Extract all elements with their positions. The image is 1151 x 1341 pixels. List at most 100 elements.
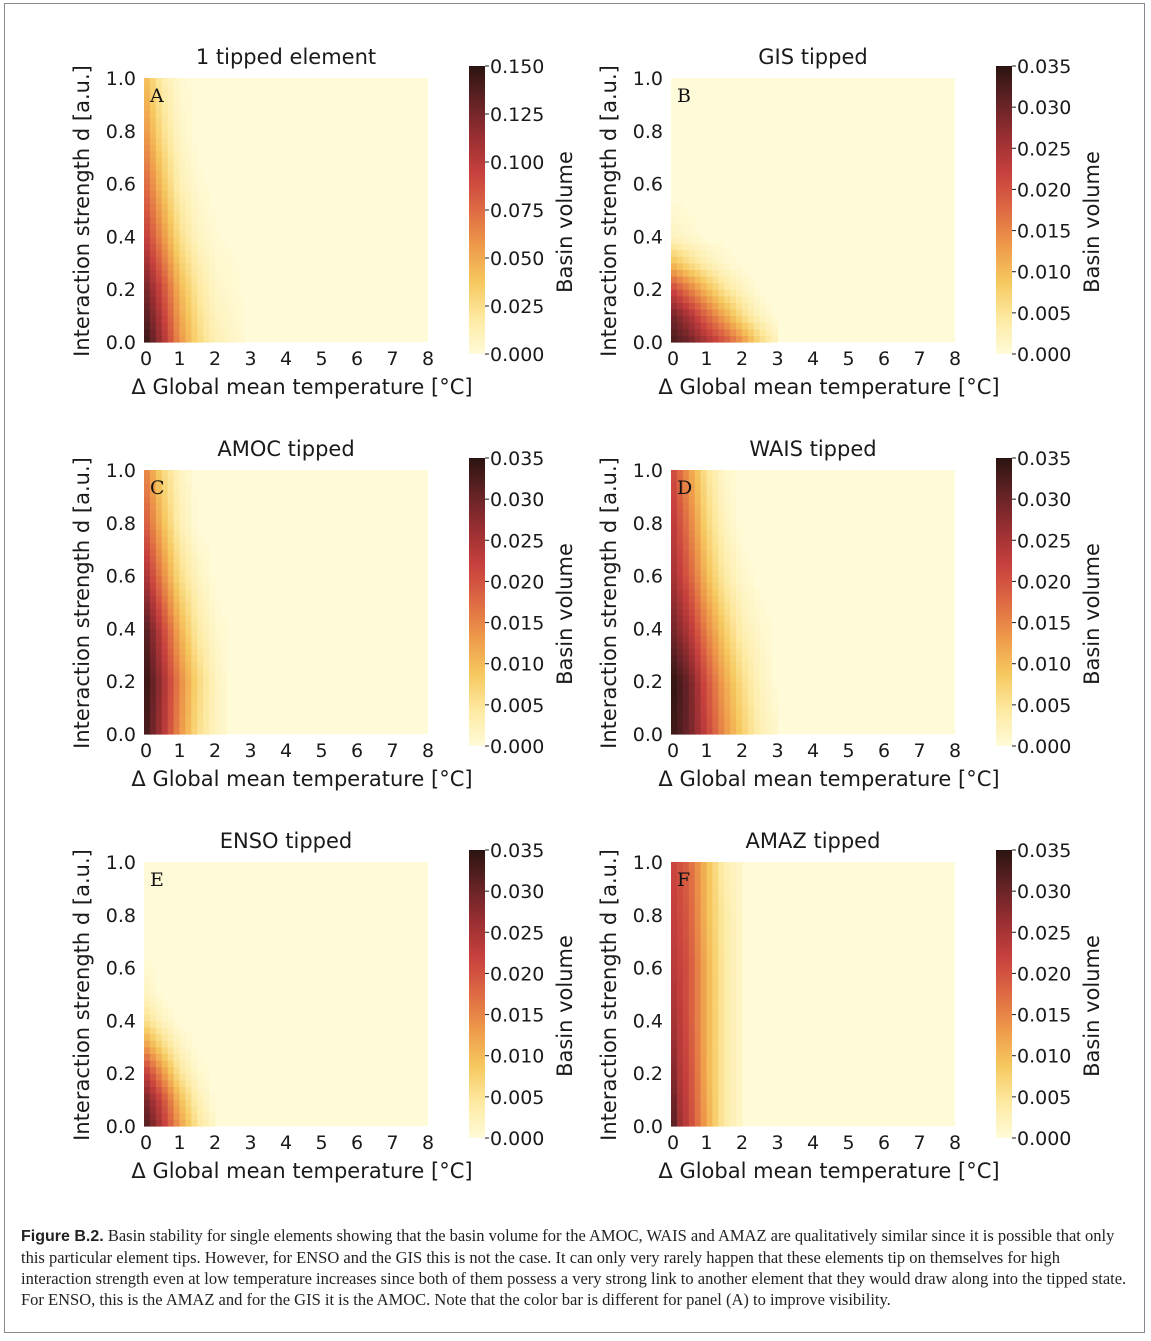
heatmap-cell [185, 269, 192, 277]
heatmap-cell [155, 269, 163, 277]
heatmap-cell [209, 256, 216, 264]
heatmap-cell [724, 1093, 731, 1101]
heatmap-cell [771, 707, 779, 715]
heatmap-cell [742, 595, 749, 603]
heatmap-cell [185, 97, 192, 105]
heatmap-cell [197, 223, 204, 231]
heatmap-cell [167, 183, 175, 191]
heatmap-cell [718, 542, 725, 550]
heatmap-cell [173, 1040, 181, 1048]
heatmap-cell [718, 483, 725, 491]
x-axis-label: Δ Global mean temperature [°C] [131, 375, 472, 399]
heatmap-cell [706, 522, 714, 530]
heatmap-cell [161, 654, 169, 662]
heatmap-cell [161, 707, 169, 715]
heatmap-cell [730, 868, 737, 876]
heatmap-cell [688, 496, 696, 504]
heatmap-cell [191, 295, 198, 303]
heatmap-cell [191, 1119, 198, 1127]
heatmap-cell [144, 674, 151, 682]
heatmap-cell [724, 980, 731, 988]
heatmap-cell [682, 681, 690, 689]
heatmap-cell [671, 276, 678, 284]
heatmap-cell [144, 555, 151, 563]
heatmap-cell [706, 256, 714, 264]
heatmap-cell [167, 720, 175, 728]
heatmap-cell [173, 681, 181, 689]
colorbar-tick-label: 0.000 [1017, 736, 1071, 758]
heatmap-cell [676, 947, 684, 955]
heatmap-cell [209, 687, 216, 695]
heatmap-cell [694, 1033, 702, 1041]
heatmap-cell [753, 289, 761, 297]
heatmap-cell [688, 1112, 696, 1120]
heatmap-cell [149, 282, 157, 290]
heatmap-cell [712, 542, 719, 550]
heatmap-cell [203, 555, 210, 563]
heatmap-cell [700, 302, 708, 310]
heatmap-cell [144, 522, 151, 530]
heatmap-cell [167, 483, 175, 491]
y-tick-label: 0.0 [106, 724, 136, 746]
heatmap-cell [161, 648, 169, 656]
heatmap-cell [742, 608, 749, 616]
heatmap-cell [179, 681, 187, 689]
heatmap-cell [671, 569, 678, 577]
heatmap-cell [144, 196, 151, 204]
heatmap-cell [724, 1060, 731, 1068]
heatmap-cell [700, 608, 708, 616]
heatmap-cell [671, 1053, 678, 1061]
heatmap-cell [185, 509, 192, 517]
heatmap-cell [676, 1073, 684, 1081]
heatmap-cell [144, 727, 151, 735]
heatmap-cell [694, 674, 702, 682]
heatmap-cell [706, 549, 714, 557]
heatmap-cell [173, 163, 181, 171]
heatmap-cell [730, 914, 737, 922]
heatmap-cell [197, 707, 204, 715]
heatmap-cell [671, 549, 678, 557]
heatmap-cell [694, 1040, 702, 1048]
heatmap-cell [694, 315, 702, 323]
heatmap-cell [191, 302, 198, 310]
heatmap-cell [742, 588, 749, 596]
heatmap-cell [203, 635, 210, 643]
x-tick-label: 6 [351, 1132, 363, 1154]
heatmap-cell [736, 1073, 743, 1081]
heatmap-cell [724, 262, 731, 270]
heatmap-cell [682, 483, 690, 491]
heatmap-cell [712, 928, 719, 936]
heatmap-cell [676, 575, 684, 583]
heatmap-cell [155, 483, 163, 491]
heatmap-cell [724, 509, 731, 517]
heatmap-cell [173, 582, 181, 590]
heatmap-cell [191, 276, 198, 284]
heatmap-cell [671, 1112, 678, 1120]
heatmap-cell [671, 496, 678, 504]
heatmap-cell [676, 701, 684, 709]
heatmap-cell [209, 1093, 216, 1101]
heatmap-cell [718, 901, 725, 909]
heatmap-cell [149, 276, 157, 284]
heatmap-cell [688, 470, 696, 478]
heatmap-cell [191, 1046, 198, 1054]
heatmap-cell [144, 295, 151, 303]
heatmap-cell [724, 1053, 731, 1061]
heatmap-cell [706, 516, 714, 524]
x-tick-label: 6 [878, 1132, 890, 1154]
heatmap-cell [149, 84, 157, 92]
heatmap-cell [706, 555, 714, 563]
x-tick-label: 4 [280, 740, 292, 762]
heatmap-cell [688, 862, 696, 870]
heatmap-cell [700, 987, 708, 995]
heatmap-cell [694, 668, 702, 676]
heatmap-cell [155, 163, 163, 171]
heatmap-cell [161, 1020, 169, 1028]
heatmap-cell [144, 1112, 151, 1120]
heatmap-cell [706, 914, 714, 922]
heatmap-cell [682, 875, 690, 883]
heatmap-cell [765, 621, 773, 629]
heatmap-cell [742, 720, 749, 728]
heatmap-cell [724, 1040, 731, 1048]
heatmap-cell [700, 687, 708, 695]
